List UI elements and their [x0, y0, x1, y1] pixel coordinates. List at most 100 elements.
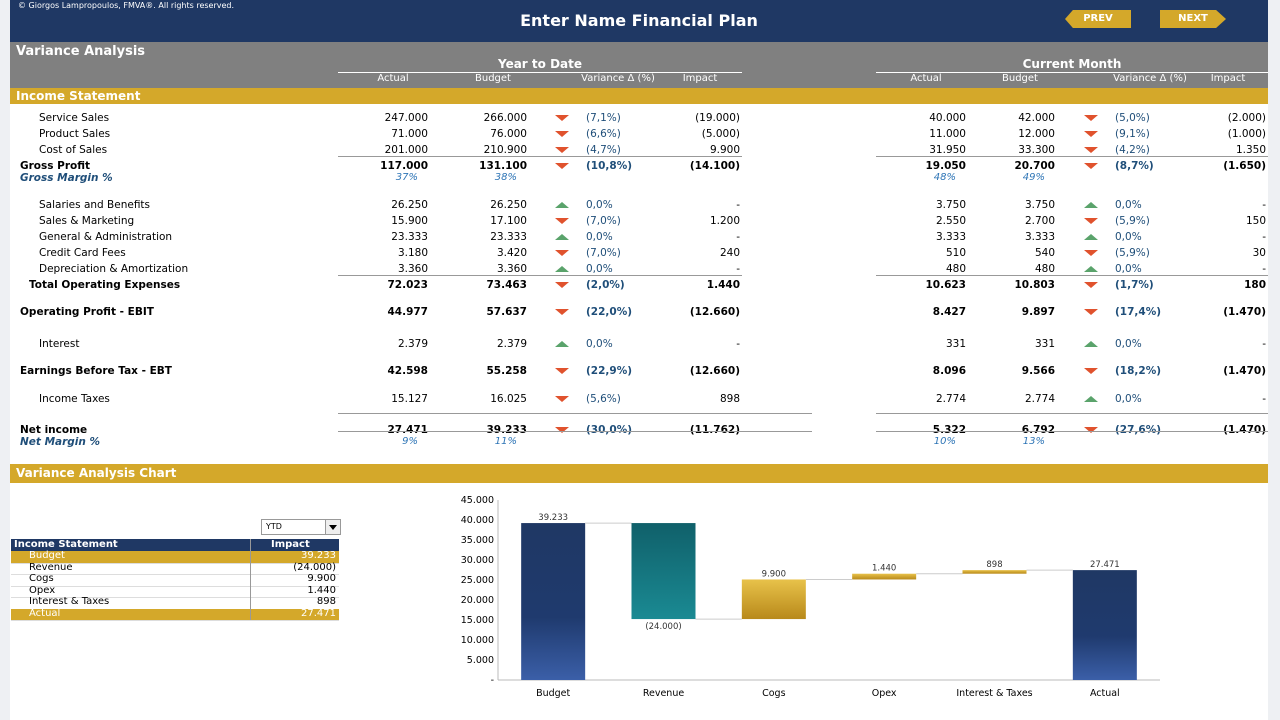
down-arrow-icon	[555, 282, 569, 288]
y-tick-label: 25.000	[461, 575, 494, 586]
impact-row-label: Budget	[29, 550, 65, 561]
impact-row-value: 898	[316, 596, 336, 607]
cm-cell: 42.000	[1018, 112, 1055, 124]
x-tick-label: Budget	[536, 688, 570, 699]
ytd-cell: 17.100	[490, 215, 527, 227]
ytd-cell: 2.379	[496, 338, 527, 350]
cm-cell: -	[1262, 231, 1266, 243]
down-arrow-icon	[1084, 309, 1098, 315]
ytd-title: Year to Date	[497, 57, 582, 71]
data-label: 898	[986, 560, 1002, 570]
row-label: Service Sales	[39, 112, 110, 124]
next-button[interactable]: NEXT	[1160, 10, 1226, 28]
cm-cell: 33.300	[1018, 144, 1055, 156]
cm-cell: 1.350	[1235, 144, 1266, 156]
cm-cell: -	[1262, 199, 1266, 211]
ytd-cell: 38%	[494, 172, 517, 183]
ytd-cell: 0,0%	[586, 263, 613, 275]
down-arrow-icon	[1084, 163, 1098, 169]
ytd-cell: 72.023	[387, 279, 428, 291]
up-arrow-icon	[1084, 341, 1098, 347]
y-tick-label: 45.000	[461, 495, 494, 506]
chevron-down-icon[interactable]	[325, 520, 340, 534]
down-arrow-icon	[555, 427, 569, 433]
up-arrow-icon	[1084, 266, 1098, 272]
up-arrow-icon	[555, 234, 569, 240]
table-rule	[876, 275, 1268, 276]
y-tick-label: 20.000	[461, 595, 494, 606]
impact-row: Opex 1.440	[11, 584, 339, 598]
cm-cell: 9.897	[1021, 306, 1055, 318]
variance-title: Variance Analysis	[16, 44, 146, 59]
ytd-cell: 0,0%	[586, 199, 613, 211]
ytd-cell: (14.100)	[689, 160, 740, 172]
ytd-cell: 9.900	[709, 144, 740, 156]
data-label: 27.471	[1090, 560, 1120, 570]
ytd-cell: (19.000)	[695, 112, 740, 124]
impact-row-label: Interest & Taxes	[29, 596, 110, 607]
down-arrow-icon	[1084, 131, 1098, 137]
copyright-text: © Giorgos Lampropoulos, FMVA®. All right…	[18, 1, 235, 10]
ytd-cell: 57.637	[486, 306, 527, 318]
table-rule	[338, 156, 742, 157]
cm-cell: 2.550	[935, 215, 966, 227]
table-rule	[876, 413, 1268, 414]
ytd-cell: -	[736, 263, 740, 275]
ytd-cell: -	[736, 199, 740, 211]
cm-cell: 9.566	[1021, 365, 1055, 377]
period-dropdown[interactable]: YTD	[261, 519, 341, 535]
dropdown-value: YTD	[266, 522, 282, 531]
down-arrow-icon	[1084, 250, 1098, 256]
cm-col-header: Impact	[1210, 73, 1246, 84]
y-tick-label: 30.000	[461, 555, 494, 566]
ytd-cell: (12.660)	[689, 365, 740, 377]
data-label: 9.900	[762, 569, 786, 579]
ytd-cell: 55.258	[486, 365, 527, 377]
cm-col-header: Variance Δ (%)	[1113, 73, 1187, 84]
row-label: Gross Profit	[20, 160, 91, 172]
ytd-cell: 3.420	[496, 247, 527, 259]
waterfall-bar	[521, 523, 586, 680]
y-tick-label: 10.000	[461, 635, 494, 646]
cm-cell: -	[1262, 393, 1266, 405]
income-statement-bar: Income Statement	[10, 88, 1268, 104]
down-arrow-icon	[555, 115, 569, 121]
cm-cell: 40.000	[929, 112, 966, 124]
ytd-cell: 131.100	[479, 160, 527, 172]
cm-cell: 3.333	[1024, 231, 1055, 243]
cm-cell: 331	[945, 338, 966, 350]
impact-header-cell: Impact	[271, 539, 310, 550]
ytd-cell: 73.463	[486, 279, 527, 291]
ytd-cell: 15.127	[391, 393, 428, 405]
cm-cell: 3.750	[1024, 199, 1055, 211]
ytd-cell: 266.000	[483, 112, 527, 124]
ytd-cell: (12.660)	[689, 306, 740, 318]
cm-cell: (5,0%)	[1115, 112, 1150, 124]
page-content: Variance Analysis Year to Date Current M…	[10, 42, 1268, 720]
down-arrow-icon	[1084, 368, 1098, 374]
prev-button[interactable]: PREV	[1065, 10, 1131, 28]
cm-col-header: Budget	[1002, 73, 1038, 84]
table-rule	[338, 431, 812, 432]
row-label: Income Taxes	[39, 393, 110, 405]
up-arrow-icon	[555, 202, 569, 208]
cm-cell: 331	[1034, 338, 1055, 350]
cm-col-header: Actual	[910, 73, 942, 84]
impact-row-value: 1.440	[307, 584, 336, 596]
down-arrow-icon	[555, 309, 569, 315]
cm-cell: 480	[945, 263, 966, 275]
cm-cell: 13%	[1022, 436, 1045, 447]
cm-cell: (4,2%)	[1115, 144, 1150, 156]
row-label: Sales & Marketing	[39, 215, 135, 227]
ytd-cell: 3.360	[397, 263, 428, 275]
ytd-cell: (6,6%)	[586, 128, 621, 140]
cm-cell: 49%	[1022, 172, 1045, 183]
cm-cell: (1.470)	[1223, 306, 1266, 318]
row-label: Gross Margin %	[20, 172, 113, 184]
down-arrow-icon	[1084, 218, 1098, 224]
down-arrow-icon	[1084, 282, 1098, 288]
chart-section-title: Variance Analysis Chart	[16, 466, 177, 480]
header-banner: © Giorgos Lampropoulos, FMVA®. All right…	[10, 0, 1268, 42]
ytd-cell: 0,0%	[586, 231, 613, 243]
ytd-cell: (22,0%)	[586, 306, 633, 318]
